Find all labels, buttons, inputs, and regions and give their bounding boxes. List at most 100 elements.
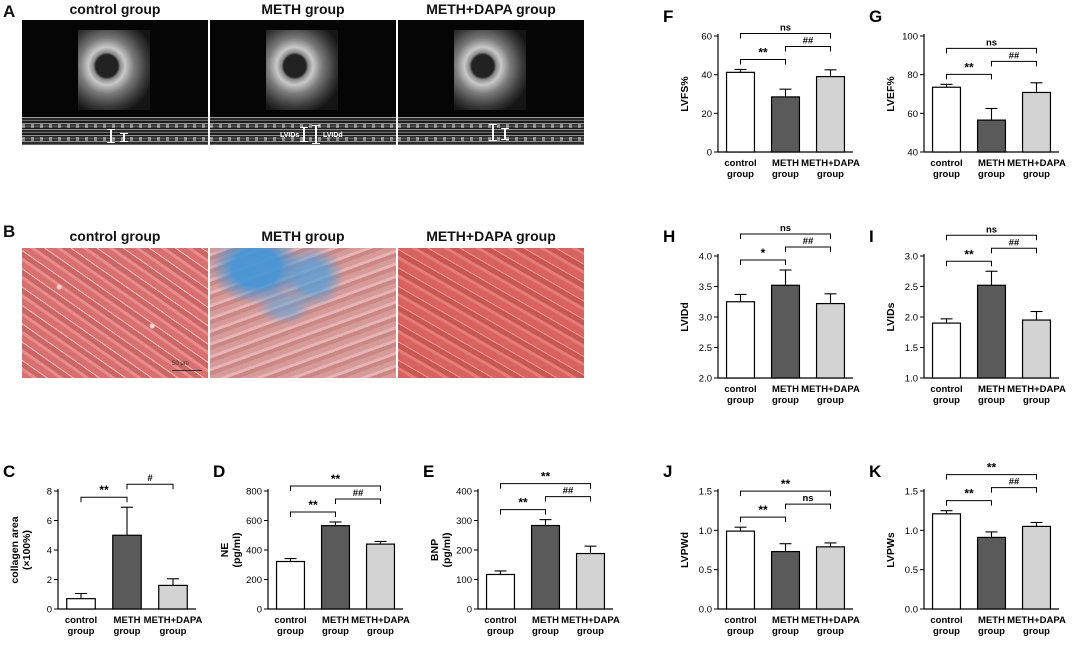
x-tick-label: group (978, 395, 1005, 406)
y-tick-label: 1.5 (905, 343, 918, 354)
x-tick-label: METH+DAPA (801, 384, 860, 395)
significance-label: ** (99, 483, 109, 497)
significance-label: ns (780, 223, 791, 234)
y-axis-label: (pg/ml) (231, 533, 243, 568)
y-tick-label: 200 (246, 575, 262, 586)
y-tick-label: 1.0 (699, 526, 712, 537)
y-tick-label: 100 (456, 575, 472, 586)
significance-label: ** (758, 503, 768, 517)
panel-letter: D (213, 462, 225, 481)
x-tick-label: METH (322, 615, 349, 626)
chart-k: K0.00.51.01.5LVPWscontrolgroupMETHgroupM… (869, 461, 1066, 637)
significance-label: ## (563, 486, 574, 497)
panel-letter: H (663, 227, 675, 246)
bar (485, 573, 516, 610)
x-tick-label: group (277, 626, 304, 637)
x-tick-label: group (933, 626, 960, 637)
y-tick-label: 800 (246, 487, 262, 498)
y-tick-label: 60 (701, 32, 712, 43)
y-axis-label: LVIDd (679, 302, 691, 332)
x-tick-label: METH+DAPA (144, 615, 203, 626)
panel-letter: C (3, 462, 15, 481)
x-tick-label: group (160, 626, 187, 637)
y-axis-label: LVPWs (885, 532, 897, 568)
x-tick-label: group (772, 626, 799, 637)
y-tick-label: 300 (456, 516, 472, 527)
x-tick-label: METH (978, 615, 1005, 626)
x-tick-label: METH+DAPA (801, 615, 860, 626)
bar (1021, 319, 1052, 379)
significance-bracket (785, 503, 831, 510)
y-tick-label: 2.5 (699, 343, 712, 354)
x-tick-label: METH+DAPA (561, 615, 620, 626)
significance-bracket (785, 45, 831, 52)
x-tick-label: control (930, 384, 962, 395)
bar (66, 598, 96, 610)
panel-letter: I (869, 227, 874, 246)
y-tick-label: 3.5 (699, 282, 712, 293)
significance-label: * (761, 246, 766, 260)
y-axis-label: LVEF% (885, 76, 897, 112)
x-tick-label: group (1023, 395, 1050, 406)
significance-bracket (290, 485, 381, 491)
x-tick-label: group (772, 169, 799, 180)
x-tick-label: METH+DAPA (801, 158, 860, 169)
x-tick-label: control (484, 615, 516, 626)
significance-label: ** (541, 470, 551, 484)
x-tick-label: group (817, 626, 844, 637)
y-axis-label: LVFS% (679, 76, 691, 112)
x-tick-label: group (114, 626, 141, 637)
significance-bracket (545, 496, 591, 502)
significance-bracket (500, 483, 591, 489)
bar (725, 530, 756, 610)
y-tick-label: 600 (246, 516, 262, 527)
significance-label: ## (803, 35, 814, 46)
significance-bracket (946, 260, 992, 267)
y-tick-label: 0 (467, 605, 472, 616)
y-tick-label: 40 (701, 70, 712, 81)
significance-label: # (147, 473, 153, 484)
bar (770, 284, 801, 379)
significance-bracket (946, 474, 1037, 480)
x-tick-label: group (727, 626, 754, 637)
significance-bracket (946, 234, 1037, 241)
mmode-label-lvidd: LVIDd (323, 132, 343, 139)
x-tick-label: group (727, 169, 754, 180)
y-tick-label: 0.0 (905, 605, 918, 616)
significance-label: ## (803, 236, 814, 247)
x-tick-label: METH (772, 615, 799, 626)
y-tick-label: 8 (47, 487, 52, 498)
x-tick-label: control (930, 615, 962, 626)
x-tick-label: group (727, 395, 754, 406)
x-tick-label: METH (772, 158, 799, 169)
bar (275, 560, 306, 610)
significance-bracket (991, 487, 1037, 493)
y-tick-label: 40 (907, 148, 918, 159)
x-tick-label: group (322, 626, 349, 637)
echo-title-dapa: METH+DAPA group (426, 1, 556, 17)
x-tick-label: METH+DAPA (1007, 384, 1066, 395)
panel-letter-b: B (3, 222, 16, 241)
bar (365, 543, 396, 610)
x-tick-label: control (274, 615, 306, 626)
significance-label: ** (331, 472, 341, 486)
x-tick-label: METH+DAPA (1007, 615, 1066, 626)
x-tick-label: control (724, 615, 756, 626)
y-axis-label: NE (219, 543, 231, 558)
chart-f: F0204060LVFS%controlgroupMETHgroupMETH+D… (663, 7, 860, 180)
bar (320, 525, 351, 610)
bar (530, 524, 561, 610)
y-tick-label: 2.5 (905, 282, 918, 293)
significance-bracket (335, 498, 381, 504)
significance-label: ** (758, 45, 768, 59)
x-tick-label: group (487, 626, 514, 637)
significance-bracket (740, 233, 831, 240)
significance-label: ** (964, 60, 974, 74)
x-tick-label: METH (772, 384, 799, 395)
y-tick-label: 1.0 (905, 526, 918, 537)
y-tick-label: 0 (707, 148, 712, 159)
x-tick-label: group (978, 169, 1005, 180)
